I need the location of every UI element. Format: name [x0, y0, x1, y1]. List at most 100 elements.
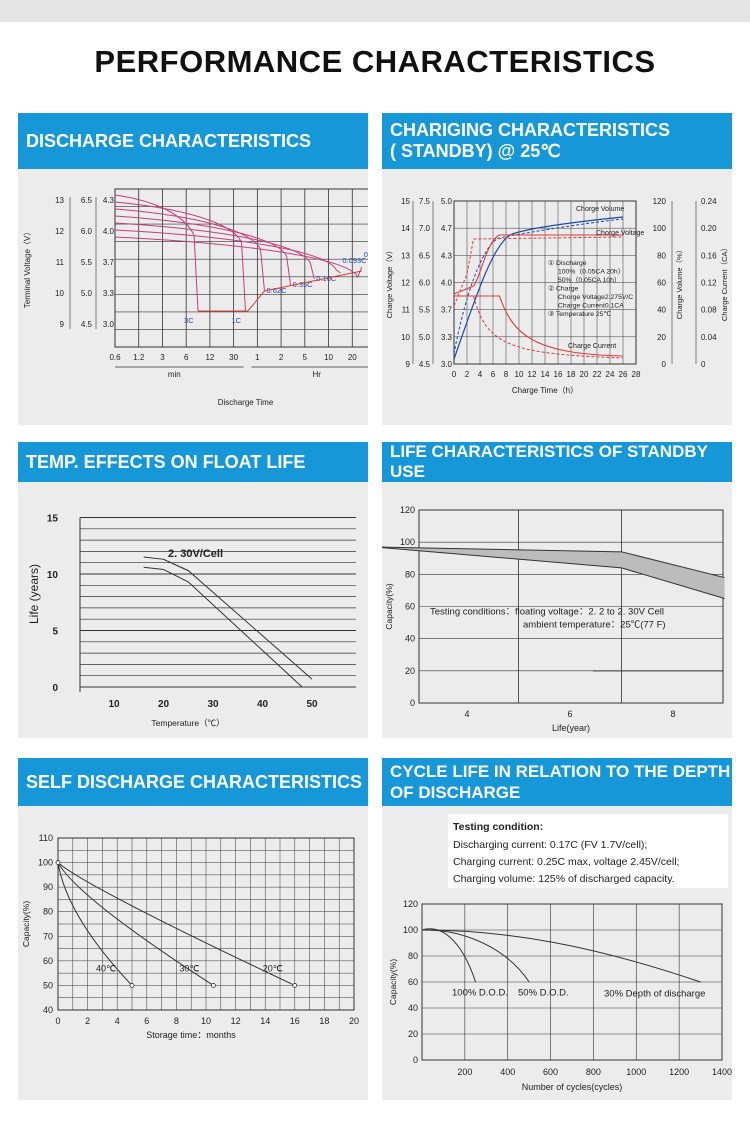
charging-x-tick: 0 — [452, 370, 457, 379]
discharge-x-tick: 12 — [205, 353, 214, 362]
life-x-tick: 6 — [567, 709, 572, 719]
selfdis-x-tick: 12 — [231, 1016, 241, 1026]
discharge-hr-label: Hr — [312, 370, 321, 379]
charging-x-label: Charge Time（h） — [512, 386, 578, 395]
selfdis-curve-0 — [57, 862, 133, 986]
cycle-x-tick: 1000 — [626, 1067, 646, 1077]
selfdis-x-tick: 20 — [349, 1016, 359, 1026]
cycle-y-tick: 120 — [403, 899, 418, 909]
selfdis-end-marker — [129, 983, 135, 988]
cycle-series-label: 100% D.O.D. — [452, 987, 508, 998]
cycle-x-tick: 1200 — [669, 1067, 689, 1077]
cycle-y-tick: 80 — [408, 951, 418, 961]
charging-legend-item: 50%（0.05CA 10h） — [558, 276, 621, 284]
selfdis-x-tick: 0 — [55, 1016, 60, 1026]
selfdis-y-tick: 50 — [43, 980, 53, 990]
charging-yb-tick: 6.0 — [419, 279, 431, 288]
charging-yc-tick: 3.3 — [441, 333, 453, 342]
temp-x-label: Temperature（℃） — [151, 718, 224, 728]
charging-yc-tick: 4.3 — [441, 251, 453, 260]
cycle-y-tick: 0 — [413, 1055, 418, 1065]
charging-current-tick: 0.12 — [701, 279, 717, 288]
charging-x-tick: 20 — [580, 370, 589, 379]
selfdis-start-marker — [55, 860, 61, 865]
charging-volume-curve — [453, 216, 624, 360]
temp-y-tick: 10 — [47, 570, 59, 581]
charging-x-tick: 18 — [567, 370, 576, 379]
charging-yb-tick: 7.0 — [419, 224, 431, 233]
temp-panel: TEMP. EFFECTS ON FLOAT LIFE 15 10 5 0 10 20 30… — [18, 442, 368, 738]
temp-y-tick: 0 — [52, 683, 58, 694]
life-y-tick: 60 — [405, 602, 415, 612]
charging-voltage-curve-50 — [453, 236, 624, 307]
discharge-y4-tick: 3.0 — [103, 320, 115, 329]
selfdis-y-tick: 80 — [43, 907, 53, 917]
discharge-y12-tick: 11 — [56, 258, 65, 267]
selfdis-y-tick: 90 — [43, 882, 53, 892]
cycle-y-label: Capacity(%) — [388, 959, 398, 1005]
cycle-y-tick: 100 — [403, 925, 418, 935]
discharge-y12-tick: 9 — [60, 320, 65, 329]
life-upper-curve — [382, 546, 725, 579]
discharge-min-label: min — [168, 370, 181, 379]
charging-y-label-current: Charge Current（CA） — [720, 244, 729, 321]
discharge-y-label: Terminal Voltage（V） — [23, 228, 32, 308]
charging-yc-tick: 4.0 — [441, 279, 453, 288]
cycle-condition-line: Charging current: 0.25C max, voltage 2.4… — [453, 856, 679, 868]
charging-current-tick: 0.20 — [701, 224, 717, 233]
charging-chart-area: 0 2 4 6 8 10 12 14 16 18 20 22 24 26 28 Charge Time（h） 1… — [382, 169, 732, 425]
cycle-x-tick: 1400 — [712, 1067, 732, 1077]
charging-current-tick: 0.04 — [701, 333, 717, 342]
discharge-panel-header: DISCHARGE CHARACTERISTICS — [18, 113, 368, 169]
discharge-y6-tick: 5.5 — [81, 258, 93, 267]
temp-x-tick: 40 — [257, 699, 269, 710]
lifestandby-panel-header: LIFE CHARACTERISTICS OF STANDBY USE — [382, 442, 732, 482]
charging-x-tick: 16 — [554, 370, 563, 379]
life-x-label: Life(year) — [552, 723, 590, 733]
discharge-end-voltage-line — [198, 270, 362, 312]
charging-x-tick: 14 — [541, 370, 550, 379]
life-y-label: Capacity(%) — [384, 583, 394, 629]
discharge-x-tick: 1.2 — [133, 353, 145, 362]
discharge-curve-3 — [114, 215, 292, 286]
charging-x-tick: 8 — [504, 370, 509, 379]
selfdis-panel-title: SELF DISCHARGE CHARACTERISTICS — [26, 771, 363, 792]
charging-volume-tick: 40 — [657, 306, 666, 315]
temp-panel-title: TEMP. EFFECTS ON FLOAT LIFE — [26, 451, 306, 472]
charging-volume-tick: 60 — [657, 279, 666, 288]
discharge-curve-label: 1C — [232, 316, 242, 325]
charging-x-tick: 26 — [619, 370, 628, 379]
charging-x-tick: 10 — [515, 370, 524, 379]
cycle-condition-title: Testing condition: — [453, 821, 543, 833]
discharge-y12-tick: 13 — [55, 196, 64, 205]
charging-voltage-label: Chorge Voltage — [596, 230, 644, 237]
discharge-x-tick: 20 — [348, 353, 357, 362]
charging-panel: CHARIGING CHARACTERISTICS ( STANDBY) @ 2… — [382, 113, 732, 425]
charging-legend-item: ③ Temperature 25℃ — [548, 310, 611, 318]
cycle-x-tick: 600 — [543, 1067, 558, 1077]
selfdis-end-marker — [210, 983, 216, 988]
discharge-chart-area: 0.61.2361230125102024minHrDischarge Time… — [18, 169, 368, 425]
charging-current-curve-50 — [454, 295, 624, 359]
life-shaded-band — [382, 547, 725, 599]
discharge-y4-tick: 4.3 — [103, 196, 115, 205]
charging-ya-tick: 12 — [401, 279, 410, 288]
charging-yb-tick: 6.5 — [419, 251, 431, 260]
temp-dash-upper — [163, 558, 189, 572]
discharge-x-tick: 30 — [229, 353, 238, 362]
selfdis-series-label: 20℃ — [263, 963, 283, 973]
cycle-x-label: Number of cycles(cycles) — [522, 1082, 623, 1092]
discharge-y6-tick: 5.0 — [81, 289, 93, 298]
life-lower-curve — [382, 547, 725, 599]
charging-current-tick: 0 — [701, 360, 706, 369]
charging-x-tick: 4 — [478, 370, 483, 379]
discharge-curve-2 — [114, 208, 265, 292]
cycle-chart: Testing condition: Discharging current: 0… — [388, 814, 732, 1092]
charging-panel-header: CHARIGING CHARACTERISTICS ( STANDBY) @ 2… — [382, 113, 732, 169]
lifestandby-chart: 120 100 80 60 40 20 0 4 6 8 Life(year) Capacity(%) T… — [382, 505, 725, 733]
charging-legend-item: 100%（0.05CA 20h） — [558, 268, 625, 276]
cycle-panel-title-line2: OF DISCHARGE — [390, 783, 521, 802]
selfdis-series-label: 30℃ — [179, 963, 199, 973]
selfdis-curve-2 — [57, 862, 296, 986]
cycle-y-tick: 40 — [408, 1003, 418, 1013]
